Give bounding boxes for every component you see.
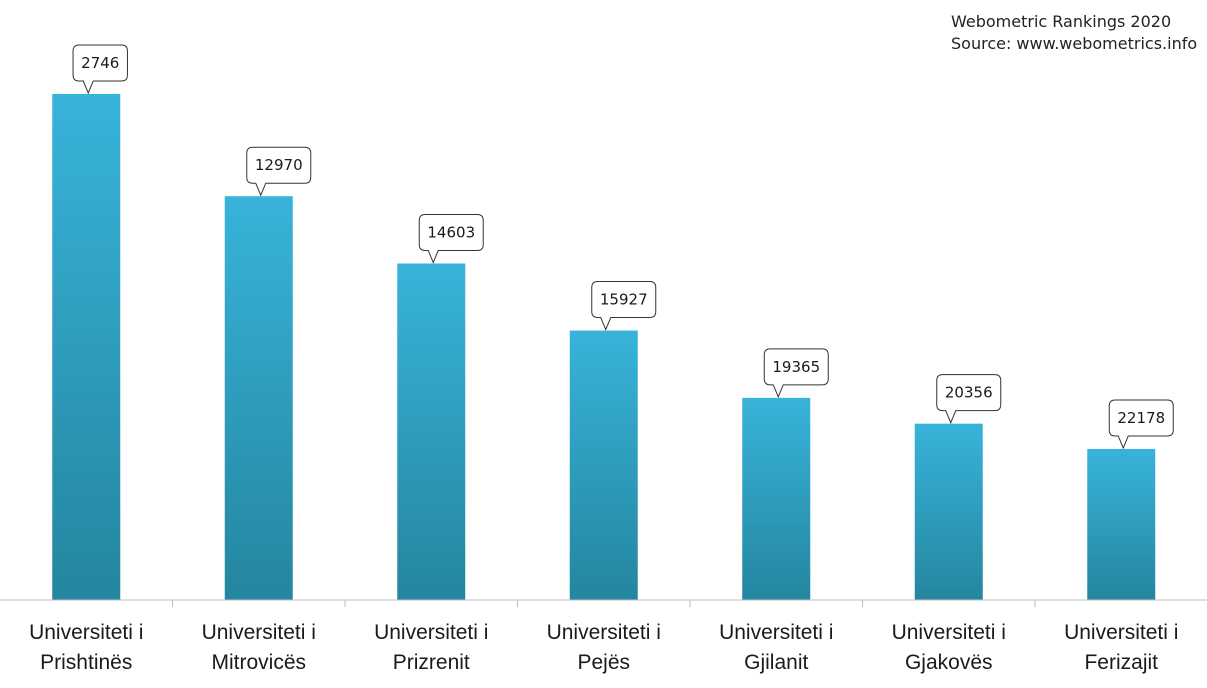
category-label-line: Universiteti i: [546, 621, 661, 644]
data-label-callout: [591, 281, 657, 331]
data-label: 2746: [81, 54, 119, 72]
category-label-line: Universiteti i: [1064, 621, 1179, 644]
category-label-line: Universiteti i: [719, 621, 834, 644]
category-label-line: Gjakovës: [904, 651, 993, 674]
category-label: Universiteti i Pejës: [518, 618, 690, 678]
category-label-line: Prizrenit: [392, 651, 470, 674]
bar: [742, 397, 811, 600]
category-label: Universiteti i Ferizajit: [1035, 618, 1207, 678]
bar: [224, 196, 293, 600]
category-label-line: Gjilanit: [744, 651, 809, 674]
data-label-callout: [418, 214, 484, 264]
source-annotation: Webometric Rankings 2020 Source: www.web…: [951, 11, 1197, 55]
bar: [52, 94, 121, 600]
category-label-line: Universiteti i: [374, 621, 489, 644]
data-label: 12970: [255, 156, 303, 174]
category-label-line: Universiteti i: [201, 621, 316, 644]
category-label-line: Prishtinës: [40, 651, 133, 674]
data-label: 15927: [600, 291, 648, 309]
x-axis: [0, 599, 1207, 607]
category-label-line: Universiteti i: [891, 621, 1006, 644]
bar: [914, 423, 983, 600]
category-label-line: Universiteti i: [29, 621, 144, 644]
category-label: Universiteti i Gjakovës: [863, 618, 1035, 678]
category-label: Universiteti i Prishtinës: [0, 618, 172, 678]
data-label-callout: [72, 44, 128, 95]
annotation-title: Webometric Rankings 2020: [951, 12, 1172, 31]
data-label-callout: [936, 374, 1002, 424]
category-label: Universiteti i Mitrovicës: [173, 618, 345, 678]
data-label: 14603: [427, 224, 475, 242]
annotation-source: Source: www.webometrics.info: [951, 34, 1198, 53]
category-label: Universiteti i Gjilanit: [690, 618, 862, 678]
category-label: Universiteti i Prizrenit: [345, 618, 517, 678]
bar: [569, 330, 638, 600]
category-label-line: Pejës: [577, 651, 631, 674]
data-label: 20356: [945, 384, 993, 402]
category-label-line: Mitrovicës: [211, 651, 306, 674]
data-label: 22178: [1117, 409, 1165, 427]
bars-group: [52, 94, 1156, 600]
data-label: 19365: [772, 358, 820, 376]
data-label-callout: [763, 348, 829, 399]
bar: [397, 263, 466, 600]
category-label-line: Ferizajit: [1084, 651, 1158, 674]
data-label-callout: [1108, 399, 1174, 450]
data-labels-group: 2746 12970 14603 15927 19365 20356 22178: [72, 44, 1174, 450]
data-label-callout: [246, 146, 312, 197]
bar: [1087, 448, 1156, 600]
